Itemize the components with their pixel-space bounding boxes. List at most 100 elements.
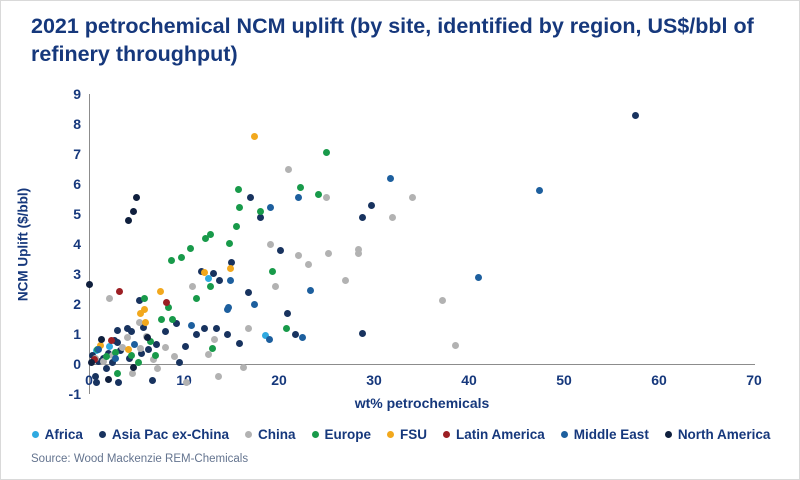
legend-item: North America: [664, 427, 771, 442]
plot-area: [85, 94, 754, 394]
source-note: Source: Wood Mackenzie REM-Chemicals: [31, 453, 249, 465]
data-point: [262, 332, 270, 339]
data-point: [299, 333, 307, 341]
legend-label: Africa: [44, 427, 83, 442]
data-point: [175, 359, 183, 366]
data-point: [355, 250, 363, 258]
data-point: [131, 341, 139, 348]
data-point: [135, 318, 143, 326]
data-point: [283, 325, 291, 333]
data-point: [163, 299, 171, 306]
data-point: [169, 316, 177, 324]
data-point: [388, 214, 396, 222]
data-point: [137, 350, 145, 357]
x-axis-line: [89, 364, 755, 365]
data-point: [141, 318, 149, 326]
y-tick-label: 3: [73, 266, 81, 282]
data-point: [95, 357, 102, 365]
data-point: [140, 305, 148, 313]
legend-dot-icon: [664, 431, 672, 438]
data-point: [128, 328, 136, 336]
data-point: [323, 149, 330, 156]
data-point: [631, 111, 639, 119]
data-point: [355, 245, 363, 253]
x-tick-label: 60: [651, 372, 667, 388]
data-point: [212, 324, 220, 332]
chart-title: 2021 petrochemical NCM uplift (by site, …: [31, 14, 754, 66]
data-point: [271, 282, 279, 290]
data-point: [182, 342, 190, 350]
legend-label: North America: [677, 427, 771, 442]
data-point: [226, 239, 234, 247]
data-point: [201, 269, 209, 276]
data-point: [91, 356, 99, 363]
data-point: [130, 364, 138, 372]
legend-label: Asia Pac ex-China: [111, 427, 229, 442]
data-point: [266, 240, 274, 248]
data-point: [128, 351, 136, 359]
data-point: [266, 335, 273, 343]
y-tick-label: -1: [68, 386, 81, 402]
data-point: [157, 315, 165, 323]
y-tick-label: 9: [73, 86, 81, 102]
data-point: [323, 194, 330, 201]
data-point: [245, 324, 253, 332]
data-point: [210, 335, 218, 343]
data-point: [266, 203, 274, 211]
data-point: [106, 342, 114, 350]
data-point: [234, 185, 242, 193]
data-point: [207, 283, 215, 291]
data-point: [85, 281, 93, 288]
y-tick-label: 1: [73, 326, 81, 342]
data-point: [207, 230, 215, 238]
legend-item: Asia Pac ex-China: [98, 427, 229, 442]
legend-item: Africa: [31, 427, 83, 442]
data-point: [161, 344, 169, 351]
x-tick-label: 50: [556, 372, 572, 388]
data-point: [297, 183, 305, 191]
data-point: [315, 191, 323, 198]
data-point: [201, 325, 209, 333]
data-point: [126, 355, 134, 363]
data-point: [228, 258, 235, 266]
data-point: [452, 341, 460, 349]
data-point: [291, 331, 299, 339]
x-axis-title: wt% petrochemicals: [354, 395, 490, 411]
x-tick-label: 0: [85, 372, 93, 388]
legend-dot-icon: [387, 431, 395, 438]
data-point: [135, 296, 143, 304]
data-point: [257, 208, 265, 216]
data-point: [115, 287, 123, 295]
data-point: [156, 287, 164, 295]
y-axis-title: NCM Uplift ($/bbl): [15, 187, 31, 302]
legend-item: Europe: [311, 427, 372, 442]
data-point: [147, 338, 155, 345]
data-point: [475, 273, 482, 281]
data-point: [129, 369, 137, 377]
y-tick-label: 8: [73, 116, 81, 132]
legend-dot-icon: [31, 431, 39, 438]
data-point: [152, 351, 159, 359]
legend-dot-icon: [560, 431, 568, 438]
data-point: [202, 235, 210, 243]
data-point: [227, 264, 235, 272]
x-tick-label: 40: [461, 372, 477, 388]
legend-item: FSU: [387, 427, 427, 442]
data-point: [124, 334, 132, 342]
data-point: [104, 375, 112, 383]
legend-label: Middle East: [573, 427, 649, 442]
data-point: [215, 277, 223, 285]
legend-label: Latin America: [456, 427, 545, 442]
data-point: [227, 276, 235, 284]
data-point: [102, 353, 110, 360]
legend-label: Europe: [324, 427, 372, 442]
data-point: [295, 251, 303, 259]
data-point: [92, 373, 100, 381]
data-point: [342, 276, 349, 284]
data-point: [97, 335, 105, 343]
y-tick-label: 6: [73, 176, 81, 192]
legend-item: Middle East: [560, 427, 649, 442]
data-point: [144, 333, 152, 341]
x-tick-label: 70: [746, 372, 762, 388]
